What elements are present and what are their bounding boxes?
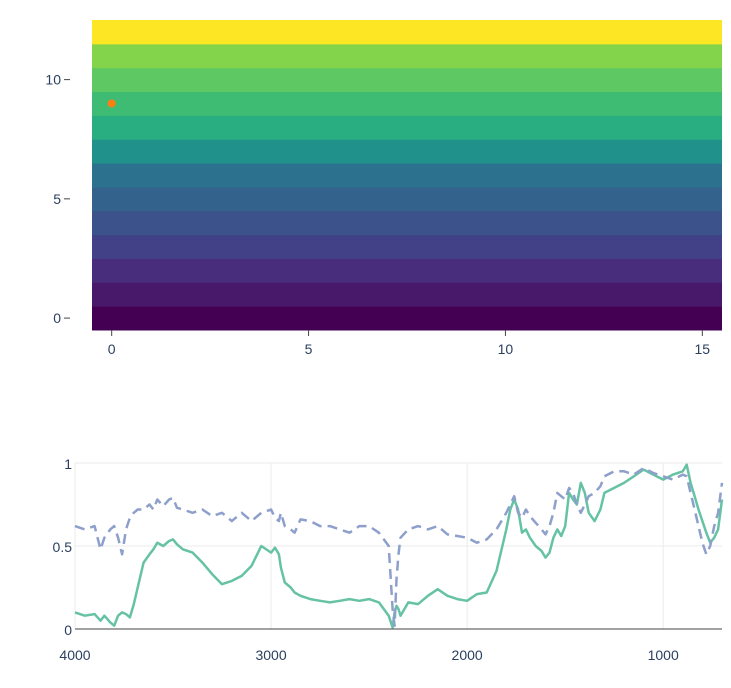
heatmap-y-tick-label: 0 bbox=[53, 310, 61, 326]
line-x-tick-label: 1000 bbox=[648, 647, 679, 663]
heatmap-x-tick-label: 10 bbox=[498, 341, 514, 357]
heatmap-row-5 bbox=[92, 186, 722, 212]
heatmap-row-4 bbox=[92, 210, 722, 236]
heatmap-subplot: 0 5 10 15 0 5 10 bbox=[45, 20, 722, 357]
heatmap-x-tick-label: 0 bbox=[108, 341, 116, 357]
heatmap-row-0 bbox=[92, 306, 722, 331]
line-series-layer bbox=[74, 463, 724, 629]
line-y-tick-label: 0 bbox=[64, 622, 72, 638]
line-y-tick-label: 1 bbox=[64, 456, 72, 472]
line-x-tick-label: 4000 bbox=[59, 647, 90, 663]
heatmap-axes: 0 5 10 15 0 5 10 bbox=[45, 72, 710, 357]
heatmap-x-tick-label: 15 bbox=[695, 341, 711, 357]
heatmap-x-tick-label: 5 bbox=[305, 341, 313, 357]
heatmap-marker-layer bbox=[107, 99, 116, 108]
line-x-tick-label: 2000 bbox=[452, 647, 483, 663]
line-subplot: 4000 3000 2000 1000 0 0.5 1 bbox=[53, 456, 724, 663]
heatmap-row-1 bbox=[92, 282, 722, 307]
line-y-tick-label: 0.5 bbox=[53, 539, 73, 555]
heatmap-row-6 bbox=[92, 163, 722, 188]
heatmap-cells bbox=[92, 20, 722, 331]
heatmap-row-8 bbox=[92, 115, 722, 140]
heatmap-row-10 bbox=[92, 67, 722, 93]
heatmap-marker-point bbox=[107, 99, 116, 108]
heatmap-y-tick-label: 10 bbox=[45, 72, 61, 88]
heatmap-row-9 bbox=[92, 91, 722, 116]
line-axes: 4000 3000 2000 1000 0 0.5 1 bbox=[53, 456, 722, 663]
heatmap-row-12 bbox=[92, 20, 722, 45]
heatmap-row-11 bbox=[92, 43, 722, 69]
heatmap-y-tick-label: 5 bbox=[53, 191, 61, 207]
line-x-tick-label: 3000 bbox=[255, 647, 286, 663]
heatmap-row-3 bbox=[92, 234, 722, 259]
heatmap-row-7 bbox=[92, 139, 722, 164]
heatmap-row-2 bbox=[92, 258, 722, 283]
line-series-0-solid bbox=[74, 463, 724, 629]
line-series-1-dash bbox=[74, 466, 724, 627]
